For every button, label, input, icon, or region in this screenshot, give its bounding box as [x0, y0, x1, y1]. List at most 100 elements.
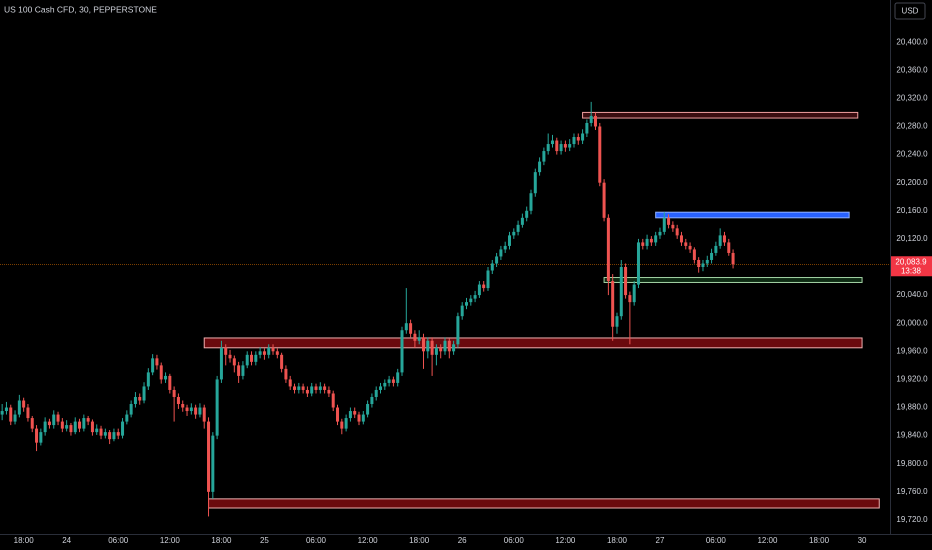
candle-body	[606, 217, 610, 282]
candle-body	[56, 414, 60, 422]
candle-body	[340, 421, 344, 429]
candle-body	[280, 354, 284, 369]
candle-body	[232, 358, 236, 366]
candle-body	[224, 347, 228, 355]
candle-body	[503, 245, 507, 250]
x-tick-label: 12:00	[757, 536, 778, 545]
candle-body	[284, 368, 288, 380]
candle-body	[211, 435, 215, 492]
candle-body	[529, 193, 533, 211]
candle-body	[288, 379, 292, 387]
candle-body	[331, 393, 335, 408]
candle-body	[581, 133, 585, 141]
candle-body	[568, 144, 572, 148]
candle-body	[727, 242, 731, 253]
candle-body	[697, 259, 701, 267]
candle-body	[576, 137, 580, 141]
candle-body	[636, 242, 640, 285]
currency-button[interactable]	[894, 2, 926, 20]
candle-body	[550, 140, 554, 145]
plot-area	[0, 101, 890, 517]
candle-body	[133, 396, 137, 405]
candle-body	[667, 217, 671, 225]
candle-body	[108, 432, 112, 440]
chart-title: US 100 Cash CFD, 30, PEPPERSTONE	[4, 4, 157, 14]
y-tick-label: 20,160.0	[896, 206, 928, 215]
candle-body	[0, 411, 4, 415]
candle-body	[228, 354, 232, 359]
candle-body	[671, 224, 675, 229]
candle-body	[619, 267, 623, 317]
y-tick-label: 20,120.0	[896, 234, 928, 243]
candle-body	[602, 182, 606, 218]
candle-body	[155, 358, 159, 366]
candle-body	[430, 340, 434, 355]
y-tick-label: 20,280.0	[896, 122, 928, 131]
y-tick-label: 20,040.0	[896, 290, 928, 299]
candle-body	[400, 330, 404, 373]
candle-body	[52, 414, 56, 426]
candle-body	[417, 337, 421, 341]
x-tick-label: 12:00	[160, 536, 181, 545]
candle-body	[572, 137, 576, 145]
candle-body	[254, 354, 258, 362]
candle-body	[172, 389, 176, 397]
candle-body	[271, 347, 275, 352]
candle-body	[615, 316, 619, 327]
candle-body	[305, 389, 309, 394]
candle-body	[641, 242, 645, 246]
candle-body	[391, 379, 395, 383]
candle-body	[30, 418, 34, 429]
candle-body	[628, 295, 632, 303]
candle-body	[90, 421, 94, 433]
x-tick-label: 12:00	[555, 536, 576, 545]
candle-body	[344, 418, 348, 429]
candle-body	[262, 351, 266, 355]
candle-body	[142, 386, 146, 401]
candle-body	[662, 217, 666, 232]
candle-body	[82, 418, 86, 429]
candle-body	[78, 421, 82, 429]
candle-body	[168, 375, 172, 390]
candle-body	[374, 389, 378, 397]
candle-body	[297, 386, 301, 390]
candle-body	[585, 122, 589, 134]
candle-body	[447, 340, 451, 352]
candle-body	[245, 354, 249, 366]
candle-body	[705, 259, 709, 264]
candle-body	[361, 414, 365, 422]
candle-body	[512, 231, 516, 236]
candle-body	[421, 337, 426, 352]
candle-body	[624, 267, 628, 296]
candle-body	[275, 351, 279, 355]
y-tick-label: 19,920.0	[896, 375, 928, 384]
candle-body	[469, 298, 473, 303]
zone	[603, 277, 863, 283]
candle-body	[482, 284, 486, 289]
candle-body	[164, 375, 168, 380]
x-tick-label: 18:00	[607, 536, 628, 545]
candle-body	[86, 418, 90, 422]
currency[interactable]: USD	[902, 7, 919, 16]
candle-body	[714, 245, 718, 253]
candle-body	[555, 140, 559, 152]
candle-body	[293, 386, 297, 390]
candle-body	[649, 238, 653, 243]
candle-body	[654, 235, 658, 243]
candle-body	[99, 428, 103, 436]
y-tick-label: 19,960.0	[896, 346, 928, 355]
candle-body	[598, 126, 602, 183]
candle-body	[43, 421, 47, 433]
y-tick-label: 19,800.0	[896, 459, 928, 468]
candle-body	[452, 344, 456, 352]
candle-body	[348, 411, 352, 419]
candle-body	[439, 347, 443, 352]
candle-body	[17, 400, 21, 415]
candle-body	[103, 432, 107, 436]
y-tick-label: 19,840.0	[896, 431, 928, 440]
candle-body	[658, 231, 662, 236]
candle-body	[146, 372, 150, 387]
candle-body	[645, 238, 649, 246]
